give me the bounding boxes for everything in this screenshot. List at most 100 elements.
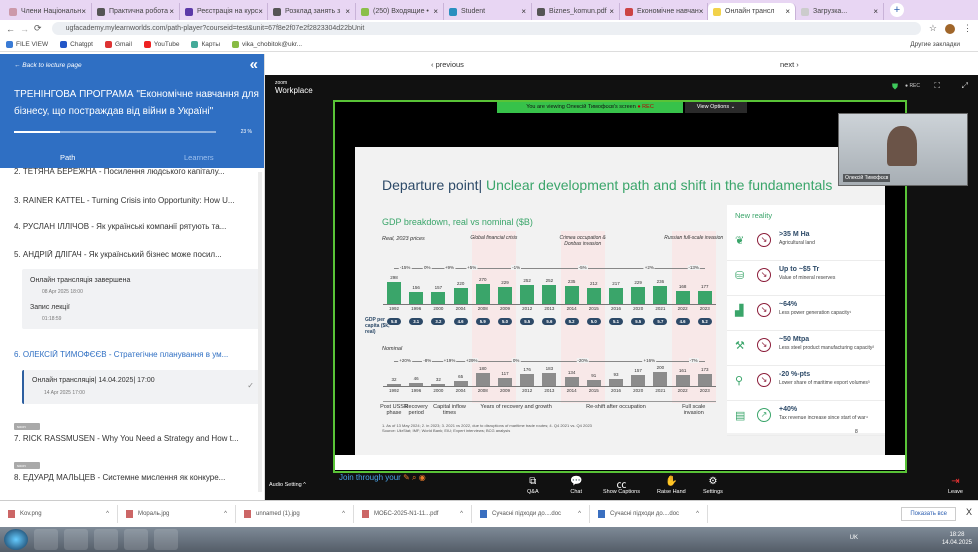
presenter-video[interactable]: Олексій Тимофєєв xyxy=(838,113,968,186)
captions-button[interactable]: ㏄ Show Captions xyxy=(603,476,640,495)
collapse-sidebar-icon[interactable]: « xyxy=(249,56,258,73)
download-item[interactable]: Kov.png ^ xyxy=(0,505,118,523)
download-options-icon[interactable]: ^ xyxy=(106,511,109,517)
chrome-taskbar-icon[interactable] xyxy=(34,529,58,550)
browser-tab[interactable]: Biznes_komun.pdf × xyxy=(532,3,620,20)
next-link[interactable]: next › xyxy=(780,60,799,69)
menu-icon[interactable]: ⋮ xyxy=(963,23,972,33)
download-item[interactable]: Мораль.jpg ^ xyxy=(118,505,236,523)
close-tab-icon[interactable]: × xyxy=(345,7,350,16)
download-options-icon[interactable]: ^ xyxy=(460,511,463,517)
nominal-bar xyxy=(387,383,401,386)
path-item[interactable]: 3. RAINER KATTEL - Turning Crisis into O… xyxy=(14,196,235,205)
baseline xyxy=(383,386,716,387)
browser-tab[interactable]: Онлайн трансл × xyxy=(708,3,796,20)
reload-icon[interactable]: ⟳ xyxy=(34,23,42,33)
bar-value-label: 200 xyxy=(656,365,665,370)
year-tick-label: 2008 xyxy=(477,388,488,393)
download-item[interactable]: МОБС-2025-N1-11...pdf ^ xyxy=(354,505,472,523)
browser-tab[interactable]: Загрузка... × xyxy=(796,3,884,20)
show-all-downloads-button[interactable]: Показать все xyxy=(901,507,956,521)
bookmark[interactable]: FILE VIEW xyxy=(6,40,48,48)
close-tab-icon[interactable]: × xyxy=(169,7,174,16)
path-item[interactable]: 4. РУСЛАН ІЛЛІЧОВ - Як українські компан… xyxy=(14,222,227,231)
back-icon[interactable]: ← xyxy=(6,23,15,34)
bookmark[interactable]: Карты xyxy=(191,40,220,48)
raise-hand-button[interactable]: ✋ Raise Hand xyxy=(657,476,686,495)
notes-taskbar-icon[interactable] xyxy=(124,529,148,550)
settings-button[interactable]: ⚙ Settings xyxy=(703,476,723,495)
previous-link[interactable]: ‹ previous xyxy=(431,60,464,69)
path-item[interactable]: 8. ЕДУАРД МАЛЬЦЕВ - Системне мислення як… xyxy=(14,473,226,482)
chat-button[interactable]: 💬 Chat xyxy=(570,476,583,495)
new-tab-button[interactable]: + xyxy=(890,3,904,17)
viewing-banner: You are viewing Олексій Тимофєєв's scree… xyxy=(497,102,683,113)
browser-tab[interactable]: Реєстрація на курс × xyxy=(180,3,268,20)
bar-value-label: 220 xyxy=(456,280,465,286)
language-indicator[interactable]: UK xyxy=(849,535,858,541)
tab-path[interactable]: Path xyxy=(60,153,76,162)
close-tab-icon[interactable]: × xyxy=(521,7,526,16)
path-item[interactable]: 2. ТЕТЯНА БЕРЕЖНА - Посилення людського … xyxy=(14,167,225,176)
bookmark[interactable]: Gmail xyxy=(104,40,132,48)
lecture-recording-item[interactable]: Запис лекції xyxy=(30,304,70,311)
qa-button[interactable]: ⧉ Q&A xyxy=(527,476,539,495)
download-options-icon[interactable]: ^ xyxy=(224,511,227,517)
path-item[interactable]: 5. АНДРІЙ ДЛІГАЧ - Як український бізнес… xyxy=(14,250,222,259)
download-item[interactable]: Сучасні підходи до....doc ^ xyxy=(472,505,590,523)
leave-button[interactable]: ⇥ Leave xyxy=(948,476,963,495)
browser-tab[interactable]: (250) Входящие • × xyxy=(356,3,444,20)
real-bar xyxy=(586,288,601,304)
profile-avatar[interactable] xyxy=(945,23,955,34)
close-tab-icon[interactable]: × xyxy=(81,7,86,16)
browser-tab[interactable]: Student × xyxy=(444,3,532,20)
popout-icon[interactable]: ⤢ xyxy=(961,81,968,90)
other-bookmarks[interactable]: Другие закладки xyxy=(910,40,960,48)
close-tab-icon[interactable]: × xyxy=(258,7,263,16)
bar-value-label: 134 xyxy=(567,369,576,375)
forward-icon[interactable]: → xyxy=(20,23,30,34)
bookmark[interactable]: Chatgpt xyxy=(60,40,93,48)
start-button[interactable] xyxy=(4,529,28,550)
join-through-link[interactable]: Join through your ✎ ⌕ ◉ xyxy=(339,473,426,482)
close-tab-icon[interactable]: × xyxy=(785,7,790,16)
audio-setting-button[interactable]: Audio Setting ^ xyxy=(269,482,306,488)
star-icon[interactable]: ☆ xyxy=(928,23,937,33)
per-capita-pill: 3.2 xyxy=(431,318,446,325)
close-tab-icon[interactable]: × xyxy=(433,7,438,16)
download-item[interactable]: Сучасні підходи до....doc ^ xyxy=(590,505,708,523)
close-tab-icon[interactable]: × xyxy=(609,7,614,16)
nominal-bar xyxy=(453,381,468,386)
tab-favicon xyxy=(361,7,369,16)
word-taskbar-icon[interactable] xyxy=(94,529,118,550)
browser-tab[interactable]: Члени Національн × xyxy=(4,3,92,20)
clock[interactable]: 18:28 14.04.2025 xyxy=(941,532,972,546)
live-finished-item[interactable]: Онлайн трансляція завершена xyxy=(30,277,131,284)
chrome-taskbar-icon[interactable] xyxy=(154,529,178,550)
path-item-current[interactable]: 6. ОЛЕКСІЙ ТИМОФЄЄВ - Стратегічне планув… xyxy=(14,350,229,359)
bookmark[interactable]: YouTube xyxy=(143,40,179,48)
close-tab-icon[interactable]: × xyxy=(873,7,878,16)
bookmark[interactable]: vika_chobitok@ukr... xyxy=(232,40,302,48)
view-options-button[interactable]: View Options ⌄ xyxy=(685,102,747,113)
tab-title: Розклад занять з xyxy=(285,8,341,15)
browser-tab[interactable]: Економічне навчан × xyxy=(620,3,708,20)
back-to-lecture-link[interactable]: ← Back to lecture page xyxy=(14,62,82,69)
new-reality-title: New reality xyxy=(735,211,773,220)
download-options-icon[interactable]: ^ xyxy=(578,511,581,517)
current-live-item[interactable]: Онлайн трансляція| 14.04.2025| 17:00 14 … xyxy=(22,370,260,404)
download-options-icon[interactable]: ^ xyxy=(696,511,699,517)
download-options-icon[interactable]: ^ xyxy=(342,511,345,517)
path-item[interactable]: 7. RICK RASSMUSEN - Why You Need a Strat… xyxy=(14,434,239,443)
close-tab-icon[interactable]: × xyxy=(698,7,704,16)
close-downloads-icon[interactable]: X xyxy=(965,507,972,517)
sidebar-scrollbar[interactable] xyxy=(258,172,262,492)
url-input[interactable]: ugfacademy.mylearnworlds.com/path-player… xyxy=(51,22,921,35)
fullscreen-icon[interactable]: ⛶ xyxy=(934,81,940,90)
browser-tab[interactable]: Практична робота × xyxy=(92,3,180,20)
download-item[interactable]: unnamed (1).jpg ^ xyxy=(236,505,354,523)
viber-taskbar-icon[interactable] xyxy=(64,529,88,550)
browser-tab[interactable]: Розклад занять з × xyxy=(268,3,356,20)
tab-learners[interactable]: Learners xyxy=(184,153,214,162)
per-capita-pill: 5.5 xyxy=(520,318,535,325)
